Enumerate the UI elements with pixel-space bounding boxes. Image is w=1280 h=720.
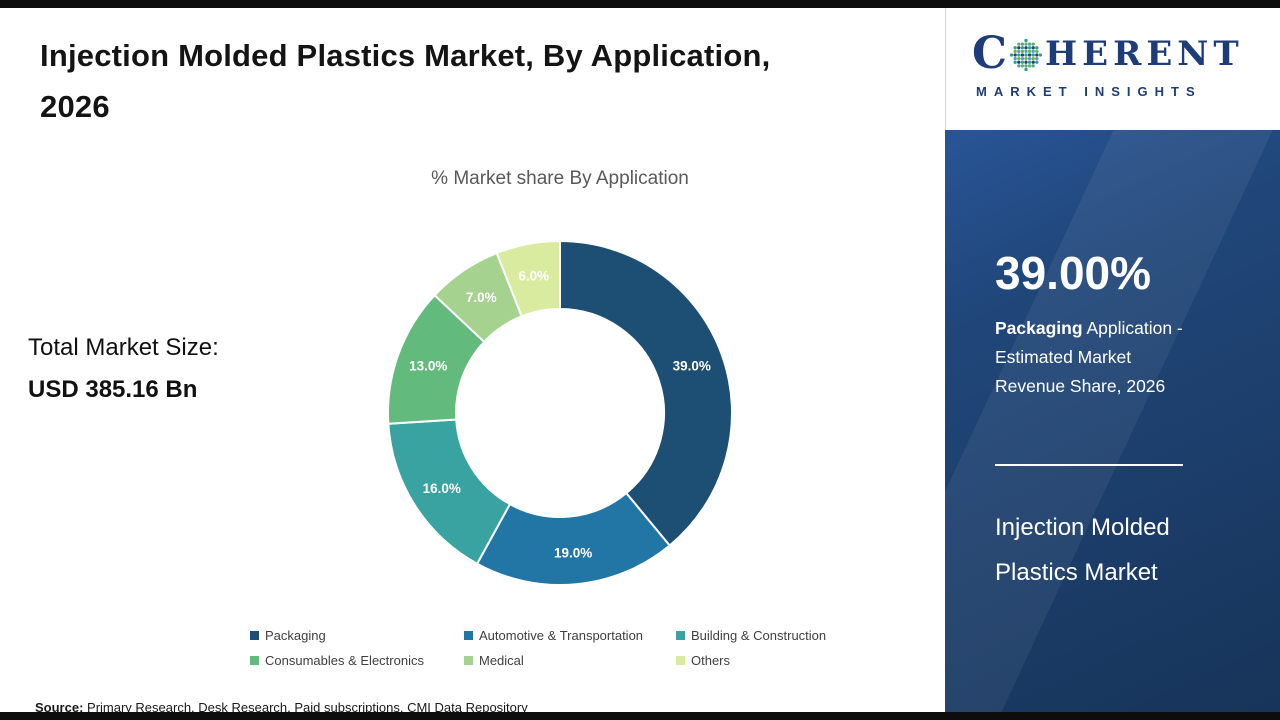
highlight-stat-bold: Packaging xyxy=(995,318,1083,338)
legend-item-medical: Medical xyxy=(464,653,676,668)
page-title-line1: Injection Molded Plastics Market, By App… xyxy=(40,38,771,73)
brand-letter-c: C xyxy=(972,28,1008,79)
sidebar-divider xyxy=(995,464,1183,466)
legend-label: Automotive & Transportation xyxy=(479,628,644,643)
highlight-stat-description: Packaging Application - Estimated Market… xyxy=(995,314,1195,401)
legend-item-automotive-transportation: Automotive & Transportation xyxy=(464,628,676,643)
slice-label-consumables-electronics: 13.0% xyxy=(409,359,447,374)
globe-dots-icon xyxy=(1009,38,1043,72)
legend-swatch xyxy=(250,631,259,640)
bottom-border-bar xyxy=(0,712,1280,720)
highlight-stat-value: 39.00% xyxy=(995,247,1152,299)
sidebar: C HERENT MARKET INSIGHTS 39.00% Packagin… xyxy=(945,8,1280,712)
chart-subtitle: % Market share By Application xyxy=(431,168,689,189)
legend-label: Consumables & Electronics xyxy=(265,653,424,668)
legend-item-consumables-electronics: Consumables & Electronics xyxy=(250,653,464,668)
report-name: Injection Molded Plastics Market xyxy=(995,505,1170,595)
total-market-size-block: Total Market Size: USD 385.16 Bn xyxy=(28,334,219,404)
legend-swatch xyxy=(464,656,473,665)
slice-label-medical: 7.0% xyxy=(466,290,497,305)
brand-wordmark: C HERENT xyxy=(972,32,1280,76)
legend-item-building-construction: Building & Construction xyxy=(676,628,826,643)
brand-subtitle: MARKET INSIGHTS xyxy=(976,84,1202,99)
slice-label-automotive-transportation: 19.0% xyxy=(554,545,592,560)
legend-swatch xyxy=(676,631,685,640)
legend-item-others: Others xyxy=(676,653,826,668)
page-title: Injection Molded Plastics Market, By App… xyxy=(40,30,920,132)
brand-logo: C HERENT MARKET INSIGHTS xyxy=(945,8,1280,130)
source-note: Source: Primary Research, Desk Research,… xyxy=(35,700,528,715)
highlight-stat-rest: Application - Estimated Market Revenue S… xyxy=(995,318,1183,396)
page-title-line2: 2026 xyxy=(40,89,110,124)
chart-panel: Injection Molded Plastics Market, By App… xyxy=(0,8,945,715)
legend-swatch xyxy=(464,631,473,640)
legend-item-packaging: Packaging xyxy=(250,628,464,643)
chart-legend: Packaging Automotive & Transportation Buil… xyxy=(250,628,826,668)
source-text: Primary Research, Desk Research, Paid su… xyxy=(83,700,528,715)
legend-swatch xyxy=(676,656,685,665)
source-label: Source: xyxy=(35,700,84,715)
pie-slice-packaging xyxy=(559,239,734,547)
slice-label-building-construction: 16.0% xyxy=(423,481,461,496)
report-name-line1: Injection Molded xyxy=(995,514,1170,541)
top-border-bar xyxy=(0,0,1280,8)
report-name-line2: Plastics Market xyxy=(995,559,1158,586)
legend-label: Others xyxy=(691,653,731,668)
legend-label: Packaging xyxy=(265,628,326,643)
brand-letters-rest: HERENT xyxy=(1045,34,1244,74)
slice-label-packaging: 39.0% xyxy=(673,359,711,374)
donut-chart: 39.0% 19.0% 16.0% 13.0% 7.0% 6.0% xyxy=(387,239,734,586)
total-market-size-value: USD 385.16 Bn xyxy=(28,376,198,403)
legend-swatch xyxy=(250,656,259,665)
legend-label: Building & Construction xyxy=(691,628,827,643)
slice-label-others: 6.0% xyxy=(518,268,549,283)
pie-slice-others xyxy=(495,239,561,318)
total-market-size-label: Total Market Size: xyxy=(28,334,219,361)
legend-label: Medical xyxy=(479,653,524,668)
